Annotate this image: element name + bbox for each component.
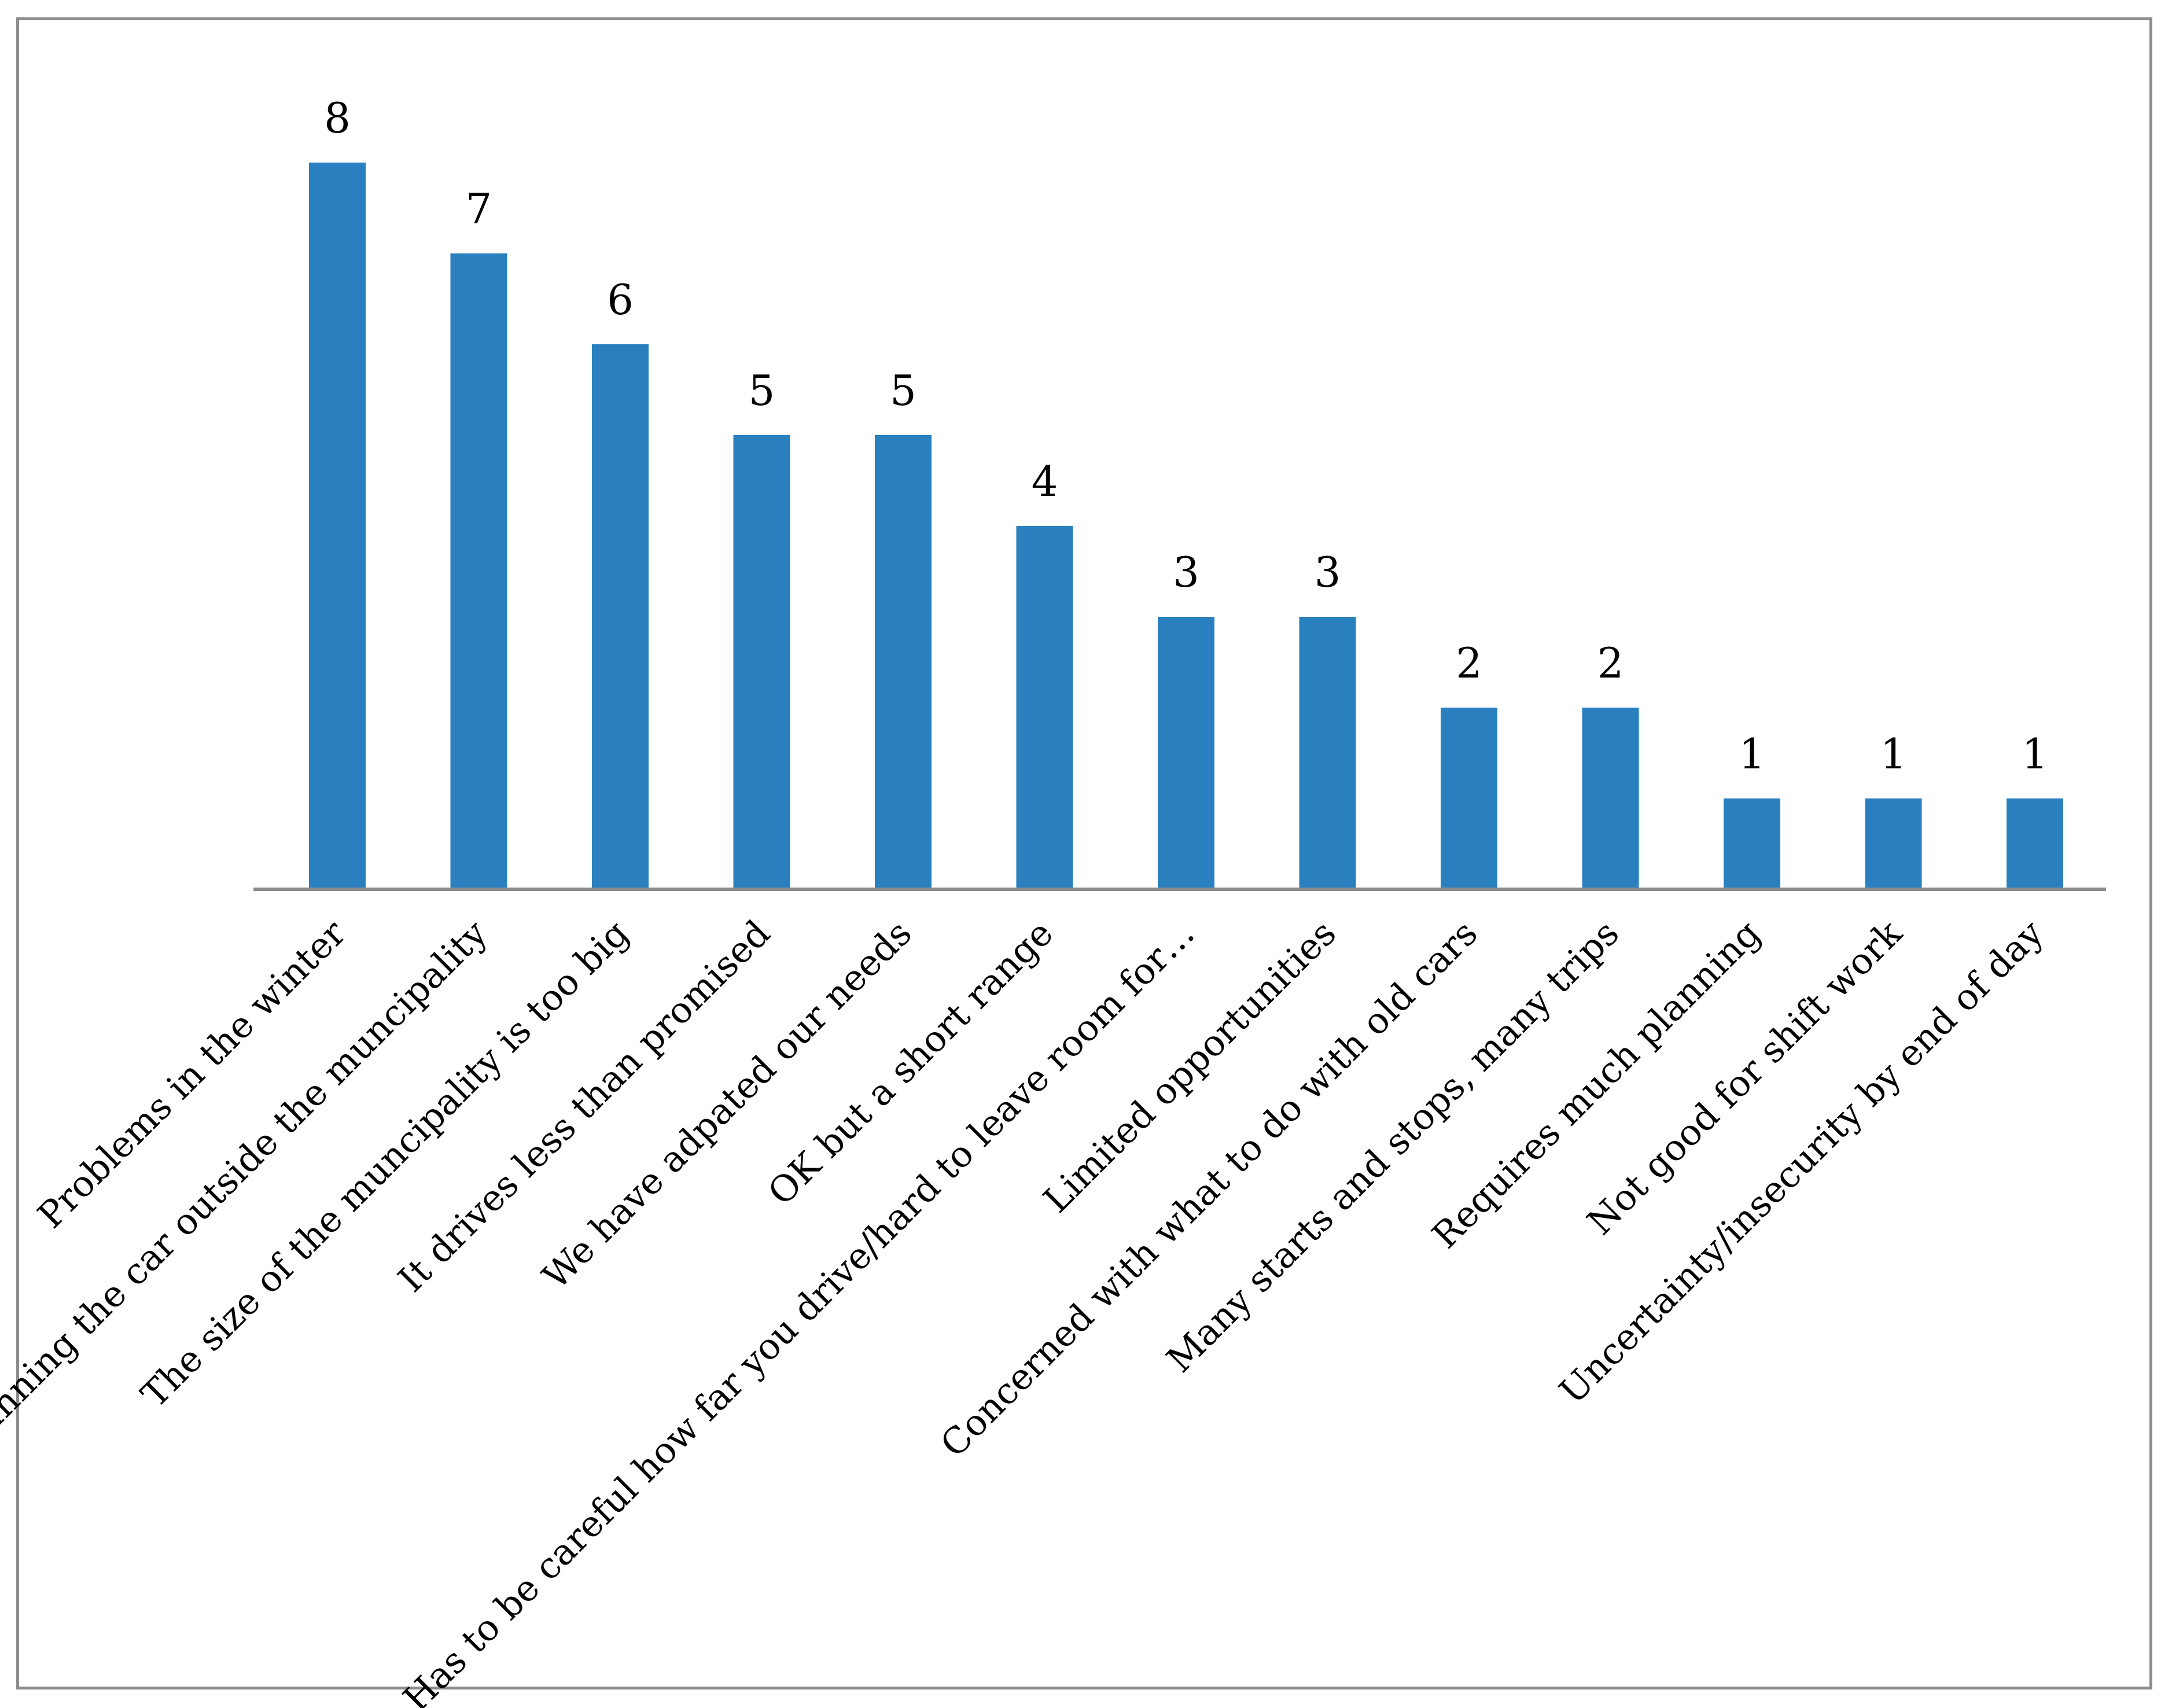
bar-7: [1158, 617, 1214, 889]
bars-layer: [309, 163, 2063, 889]
bar-12: [1865, 798, 1922, 889]
bar-1: [309, 163, 366, 889]
data-label-4: 5: [749, 366, 775, 415]
data-label-1: 8: [324, 94, 351, 142]
bar-2: [450, 253, 507, 889]
x-tick-label-9: Concerned with what to do with old cars: [932, 912, 1485, 1465]
data-label-7: 3: [1173, 548, 1199, 597]
data-label-11: 1: [1739, 730, 1765, 778]
bar-11: [1724, 798, 1780, 889]
x-tick-label-6: OK but a short range: [760, 912, 1061, 1213]
x-tick-label-3: The size of the muncipality is too big: [133, 912, 637, 1416]
data-label-2: 7: [466, 185, 492, 233]
data-label-6: 4: [1032, 457, 1058, 506]
bar-10: [1582, 708, 1639, 889]
data-label-12: 1: [1880, 730, 1907, 778]
data-label-13: 1: [2022, 730, 2048, 778]
bar-13: [2007, 798, 2063, 889]
bar-3: [592, 344, 649, 889]
bar-4: [733, 435, 790, 889]
bar-6: [1016, 526, 1073, 889]
chart-frame: [16, 17, 2152, 1689]
data-label-9: 2: [1456, 639, 1482, 687]
data-labels-layer: 8 7 6 5 5 4 3 3 2 2 1 1 1: [324, 94, 2048, 778]
data-label-8: 3: [1315, 548, 1341, 597]
data-label-3: 6: [607, 275, 634, 324]
x-tick-label-13: Uncertainty/insecurity by end of day: [1551, 912, 2052, 1412]
data-label-10: 2: [1597, 639, 1624, 687]
bar-5: [875, 435, 932, 889]
bar-9: [1441, 708, 1497, 889]
bar-8: [1299, 617, 1356, 889]
x-tick-label-8: Limited opportunities: [1035, 912, 1344, 1221]
data-label-5: 5: [890, 366, 916, 415]
